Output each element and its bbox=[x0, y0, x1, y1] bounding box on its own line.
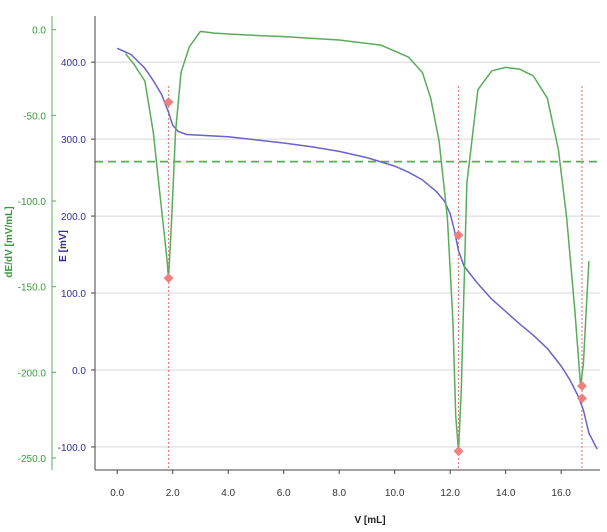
E-tick-label: -100.0 bbox=[58, 443, 87, 454]
tick-labels: 0.0 2.0 4.0 6.0 8.0 10.0 12.0 14.0 16.0 400.0 300.… bbox=[18, 26, 572, 499]
E-tick-label: 200.0 bbox=[61, 212, 86, 223]
x-tick-label: 2.0 bbox=[166, 488, 180, 499]
endpoint-marker bbox=[163, 97, 174, 108]
dEdV-tick-label: -100.0 bbox=[18, 197, 47, 208]
dEdV-tick-label: -50.0 bbox=[23, 111, 46, 122]
dEdV-tick-label: -250.0 bbox=[18, 454, 47, 465]
grid-lines bbox=[95, 61, 600, 448]
y-axis-label-E: E [mV] bbox=[58, 230, 69, 262]
E-tick-label: 400.0 bbox=[61, 58, 86, 69]
endpoint-markers bbox=[163, 97, 587, 457]
x-tick-label: 0.0 bbox=[110, 488, 124, 499]
E-tick-label: 0.0 bbox=[72, 366, 86, 377]
series-dEdV bbox=[124, 30, 590, 452]
axes bbox=[51, 16, 600, 474]
y-axis-label-dEdV: dE/dV [mV/mL] bbox=[4, 206, 15, 277]
x-tick-label: 10.0 bbox=[385, 488, 405, 499]
endpoint-lines bbox=[167, 86, 583, 470]
E-tick-label: 100.0 bbox=[61, 289, 86, 300]
x-tick-label: 8.0 bbox=[332, 488, 346, 499]
series-lines bbox=[116, 30, 598, 452]
E-tick-label: 300.0 bbox=[61, 135, 86, 146]
endpoint-marker bbox=[576, 393, 587, 404]
x-tick-label: 14.0 bbox=[496, 488, 516, 499]
series-E bbox=[116, 47, 598, 450]
endpoint-marker bbox=[163, 273, 174, 284]
endpoint-marker bbox=[453, 446, 464, 457]
dEdV-tick-label: -200.0 bbox=[18, 368, 47, 379]
endpoint-marker bbox=[453, 230, 464, 241]
dEdV-tick-label: -150.0 bbox=[18, 283, 47, 294]
x-axis-label: V [mL] bbox=[354, 515, 385, 526]
dEdV-tick-label: 0.0 bbox=[32, 26, 46, 37]
endpoint-marker bbox=[576, 381, 587, 392]
x-tick-label: 6.0 bbox=[277, 488, 291, 499]
x-tick-label: 16.0 bbox=[551, 488, 571, 499]
x-tick-label: 12.0 bbox=[440, 488, 460, 499]
x-tick-label: 4.0 bbox=[221, 488, 235, 499]
